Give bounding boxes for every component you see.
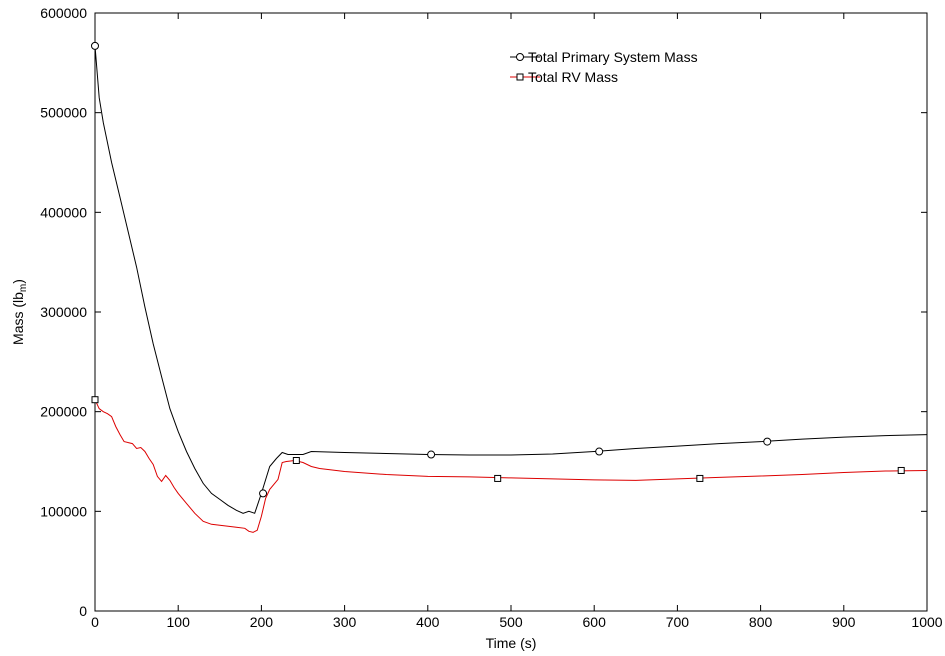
data-point-circle — [91, 41, 99, 50]
axis-ticks — [94, 12, 928, 612]
data-point-circle — [595, 447, 604, 456]
x-tick-label: 100 — [167, 614, 191, 630]
legend-item-rv: Total RV Mass — [510, 69, 618, 85]
data-point-circle — [259, 489, 268, 498]
x-tick-label: 200 — [250, 614, 274, 630]
x-tick-label: 900 — [832, 614, 856, 630]
y-tick-labels: 0 100000 200000 300000 400000 500000 600000 — [40, 5, 87, 619]
data-point-square — [292, 457, 300, 465]
x-tick-labels: 0 100 200 300 400 500 600 700 800 900 1000 — [91, 614, 943, 630]
series-layer — [91, 41, 928, 533]
x-tick-label: 700 — [666, 614, 690, 630]
x-tick-label: 600 — [583, 614, 607, 630]
data-point-circle — [427, 450, 436, 459]
legend-marker-circle — [516, 53, 524, 61]
legend-label-primary: Total Primary System Mass — [528, 49, 698, 65]
data-point-square — [494, 474, 502, 482]
series-line — [94, 399, 928, 533]
data-point-circle — [763, 437, 772, 446]
data-point-square — [91, 396, 99, 404]
data-point-square — [897, 466, 905, 474]
y-tick-label: 100000 — [40, 503, 87, 519]
y-tick-label: 600000 — [40, 5, 87, 21]
legend-marker-square — [516, 73, 524, 81]
x-tick-label: 1000 — [911, 614, 942, 630]
legend-label-rv: Total RV Mass — [528, 69, 618, 85]
y-tick-label: 500000 — [40, 105, 87, 121]
x-tick-label: 300 — [333, 614, 357, 630]
x-tick-label: 500 — [499, 614, 523, 630]
x-tick-label: 400 — [416, 614, 440, 630]
data-point-square — [696, 474, 704, 482]
x-tick-label: 0 — [91, 614, 99, 630]
legend: Total Primary System Mass Total RV Mass — [510, 49, 698, 85]
series-line — [94, 45, 928, 514]
y-tick-label: 200000 — [40, 404, 87, 420]
series-0 — [91, 41, 928, 514]
legend-item-primary: Total Primary System Mass — [510, 49, 698, 65]
x-axis-title: Time (s) — [486, 635, 537, 651]
x-tick-label: 800 — [749, 614, 773, 630]
y-tick-label: 400000 — [40, 204, 87, 220]
y-tick-label: 0 — [79, 603, 87, 619]
series-1 — [91, 396, 928, 533]
y-axis-title: Mass (lbm) — [10, 279, 29, 345]
y-tick-label: 300000 — [40, 304, 87, 320]
plot-frame — [94, 12, 928, 612]
